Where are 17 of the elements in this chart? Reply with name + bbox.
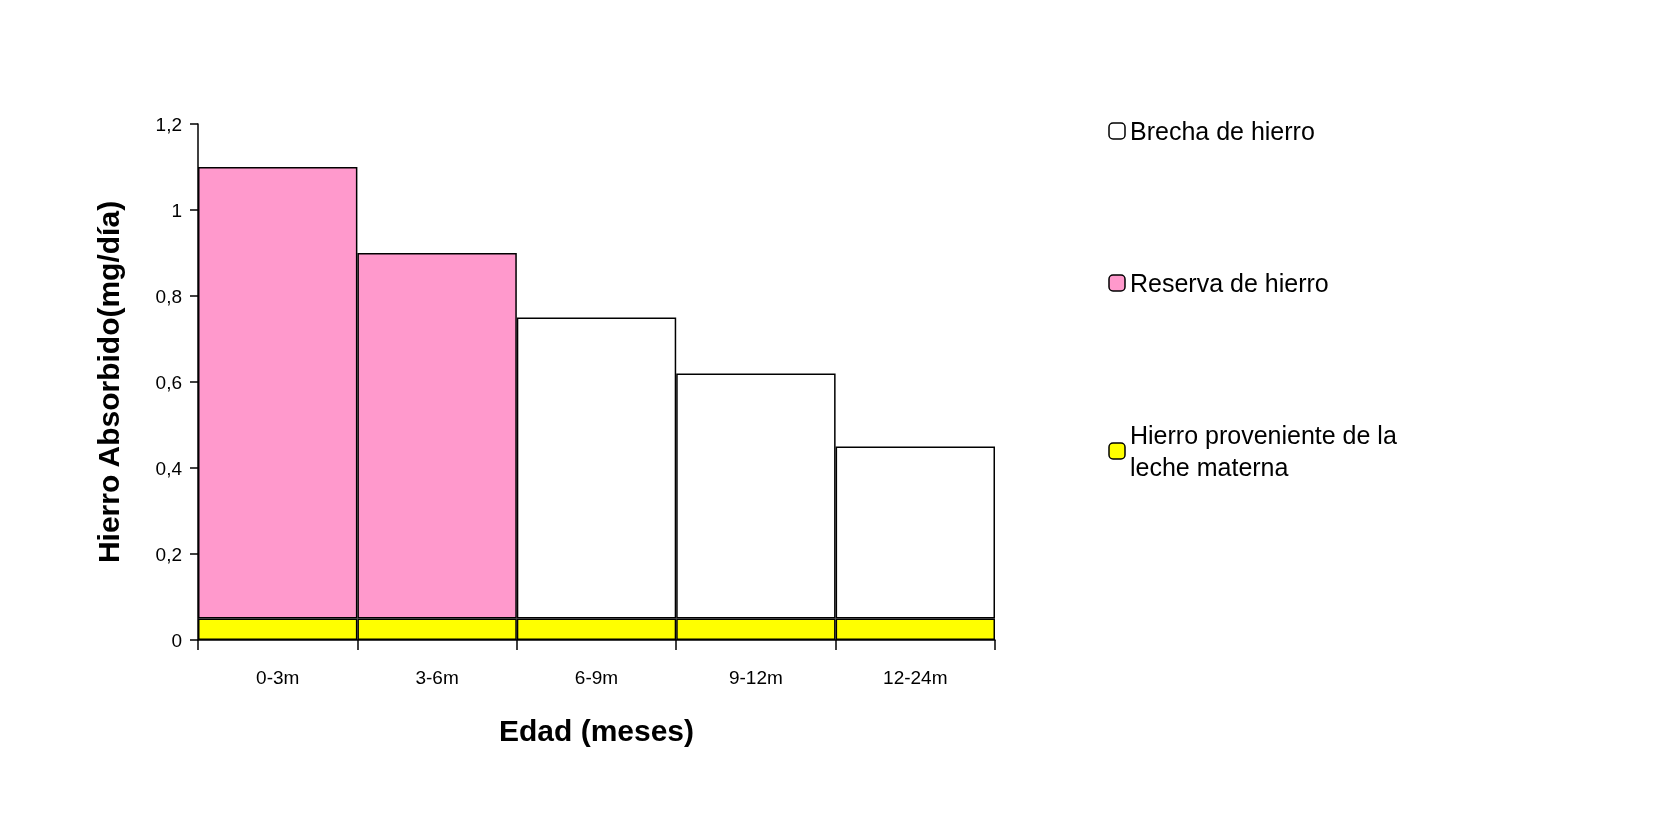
y-tick-label: 0,4: [155, 457, 183, 479]
x-tick-label: 9-12m: [728, 667, 783, 688]
y-tick-label: 0,8: [155, 285, 182, 307]
y-axis-title: Hierro Absorbido(mg/día): [91, 200, 125, 564]
y-tick-label: 1,2: [155, 113, 182, 135]
x-tick-label: 0-3m: [256, 667, 300, 688]
x-tick-label: 12-24m: [883, 667, 948, 688]
x-tick-label: 6-9m: [574, 667, 619, 688]
legend-label: Reserva de hierro: [1130, 269, 1329, 297]
x-tick-label: 3-6m: [415, 667, 459, 688]
y-tick-label: 0,2: [155, 543, 182, 565]
legend-label: Brecha de hierro: [1130, 117, 1315, 145]
x-axis-title: Edad (meses): [498, 713, 695, 747]
y-tick-label: 0: [171, 629, 182, 651]
legend-label: Hierro proveniente de la leche materna: [1130, 421, 1404, 481]
y-tick-label: 1: [171, 199, 182, 221]
y-tick-label: 0,6: [155, 371, 182, 393]
